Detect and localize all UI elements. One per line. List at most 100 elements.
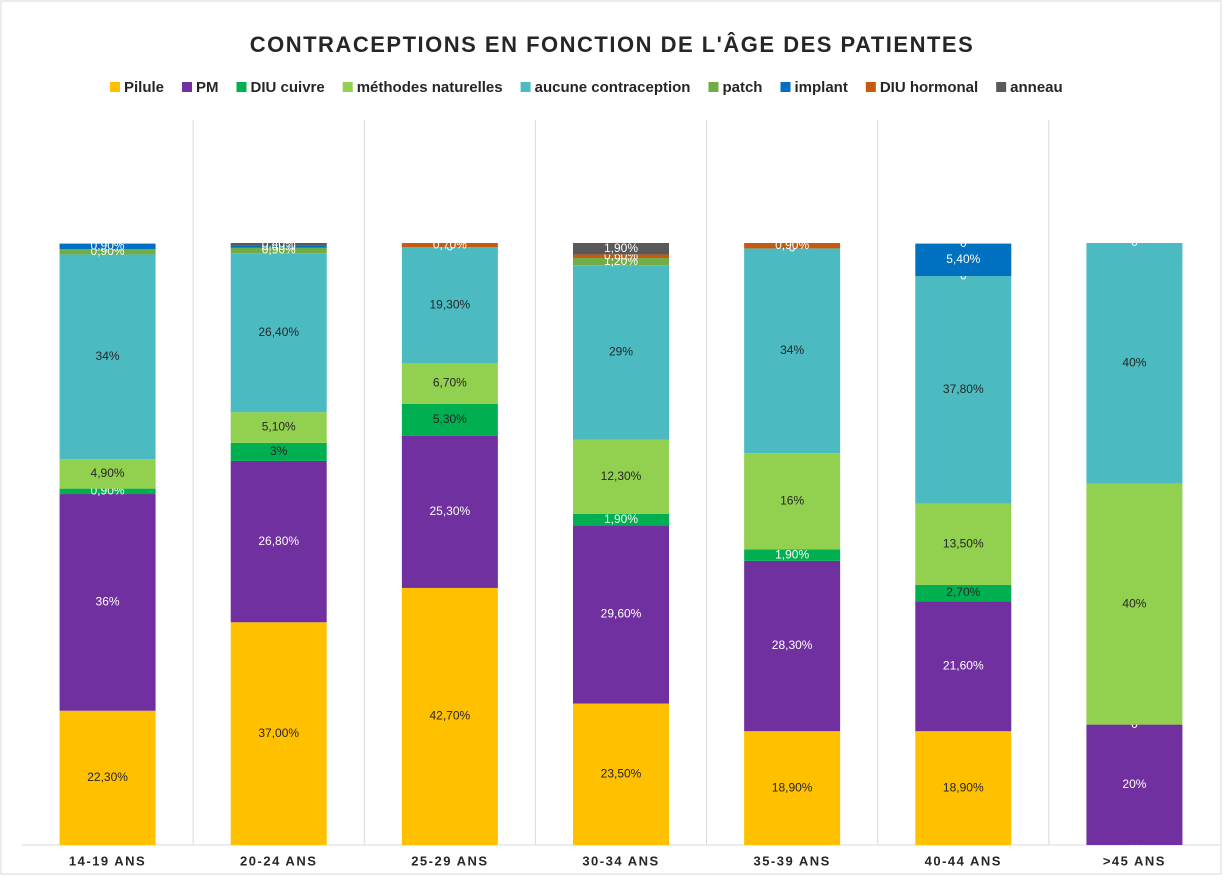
bar-segment: [573, 513, 669, 526]
data-label: 12,30%: [601, 469, 642, 483]
legend-swatch: [236, 82, 247, 92]
bar-segment: [915, 503, 1012, 585]
x-tick-label: 25-29 ANS: [411, 853, 488, 868]
data-label: 21,60%: [943, 658, 984, 672]
bar-segment: [59, 243, 156, 250]
data-label: 5,10%: [262, 420, 296, 434]
data-label: 1,90%: [775, 547, 809, 561]
bar-segment: [573, 258, 669, 266]
data-label: 29,60%: [601, 607, 642, 621]
bar-segment: [401, 243, 498, 248]
bar-segment: [744, 731, 841, 845]
bar-segment: [59, 254, 156, 460]
bar-segment: [230, 460, 327, 623]
bar-segment: [230, 245, 327, 248]
bar-segment: [59, 494, 156, 711]
legend-swatch: [342, 82, 353, 92]
data-label: 40%: [1122, 356, 1146, 370]
data-label: 1,90%: [604, 512, 638, 526]
bar-segment: [401, 247, 498, 364]
data-label: 0,40%: [262, 236, 296, 250]
bar-segment: [59, 249, 156, 255]
data-label: 34%: [780, 343, 804, 357]
bar-segment: [573, 439, 669, 514]
bar-segment: [401, 435, 498, 588]
data-label: 26,40%: [258, 325, 299, 339]
x-tick-label: 14-19 ANS: [69, 853, 146, 868]
bar-segment: [915, 243, 1012, 277]
data-label: 37,80%: [943, 382, 984, 396]
data-label: 0,90%: [91, 238, 125, 252]
data-label: 5,30%: [433, 412, 467, 426]
bar-segment: [573, 703, 669, 845]
x-tick-label: 35-39 ANS: [753, 853, 830, 868]
bar-segment: [59, 488, 156, 495]
bar-segment: [59, 459, 156, 489]
bar-segment: [230, 412, 327, 443]
legend-swatch: [520, 82, 531, 92]
legend-label: patch: [722, 79, 762, 96]
data-label: 0,40%: [262, 239, 296, 253]
bar-segment: [744, 248, 841, 454]
data-label: 0,70%: [433, 237, 467, 251]
legend-label: implant: [794, 79, 847, 96]
legend-label: DIU cuivre: [251, 79, 325, 96]
x-tick-label: 40-44 ANS: [925, 853, 1002, 868]
bar-segment: [230, 253, 327, 413]
x-tick-label: >45 ANS: [1103, 853, 1166, 868]
data-label: 34%: [96, 349, 120, 363]
legend-label: PM: [196, 79, 219, 96]
data-label: 13,50%: [943, 536, 984, 550]
data-label: 29%: [609, 345, 633, 359]
data-label: 36%: [96, 595, 120, 609]
bar-segment: [915, 731, 1012, 845]
bar-segment: [401, 403, 498, 436]
bar-segment: [230, 442, 327, 461]
legend-label: DIU hormonal: [880, 79, 978, 96]
data-label: 20%: [1122, 777, 1146, 791]
x-tick-label: 30-34 ANS: [582, 853, 659, 868]
bar-segment: [573, 254, 669, 259]
data-label: 28,30%: [772, 638, 813, 652]
data-label: 3%: [270, 444, 288, 458]
data-label: 26,80%: [258, 534, 299, 548]
bar-segment: [401, 587, 498, 845]
bar-segment: [744, 560, 841, 732]
data-label: 0: [960, 236, 967, 250]
bar-segment: [573, 525, 669, 704]
data-label: 1,90%: [604, 241, 638, 255]
legend-swatch: [865, 82, 876, 92]
legend-label: anneau: [1010, 79, 1063, 96]
data-label: 0,90%: [775, 238, 809, 252]
x-tick-label: 20-24 ANS: [240, 853, 317, 868]
legend-swatch: [182, 82, 193, 92]
bar-segment: [573, 265, 669, 440]
data-label: 2,70%: [946, 585, 980, 599]
bar-segment: [230, 247, 327, 254]
bar-segment: [915, 276, 1012, 504]
legend-swatch: [780, 82, 791, 92]
data-label: 5,40%: [946, 252, 980, 266]
legend-swatch: [708, 82, 719, 92]
bar-segment: [744, 243, 841, 249]
bar-segment: [744, 549, 841, 561]
legend-swatch: [110, 82, 120, 92]
bar-segment: [401, 363, 498, 404]
data-label: 4,90%: [91, 466, 125, 480]
bar-segment: [1086, 483, 1183, 725]
data-label: 40%: [1122, 596, 1146, 610]
bar-segment: [59, 710, 156, 845]
chart-title: CONTRACEPTIONS EN FONCTION DE L'ÂGE DES …: [250, 32, 975, 57]
data-label: 18,90%: [772, 780, 813, 794]
bar-segment: [230, 622, 327, 845]
bar-segment: [915, 584, 1012, 602]
legend-swatch: [996, 82, 1007, 92]
bar-segment: [230, 243, 327, 246]
data-label: 22,30%: [87, 770, 128, 784]
data-label: 37,00%: [258, 726, 299, 740]
data-label: 19,30%: [430, 297, 471, 311]
bar-segment: [573, 243, 669, 255]
bar-segment: [1086, 724, 1183, 845]
data-label: 18,90%: [943, 780, 984, 794]
bar-segment: [744, 453, 841, 550]
